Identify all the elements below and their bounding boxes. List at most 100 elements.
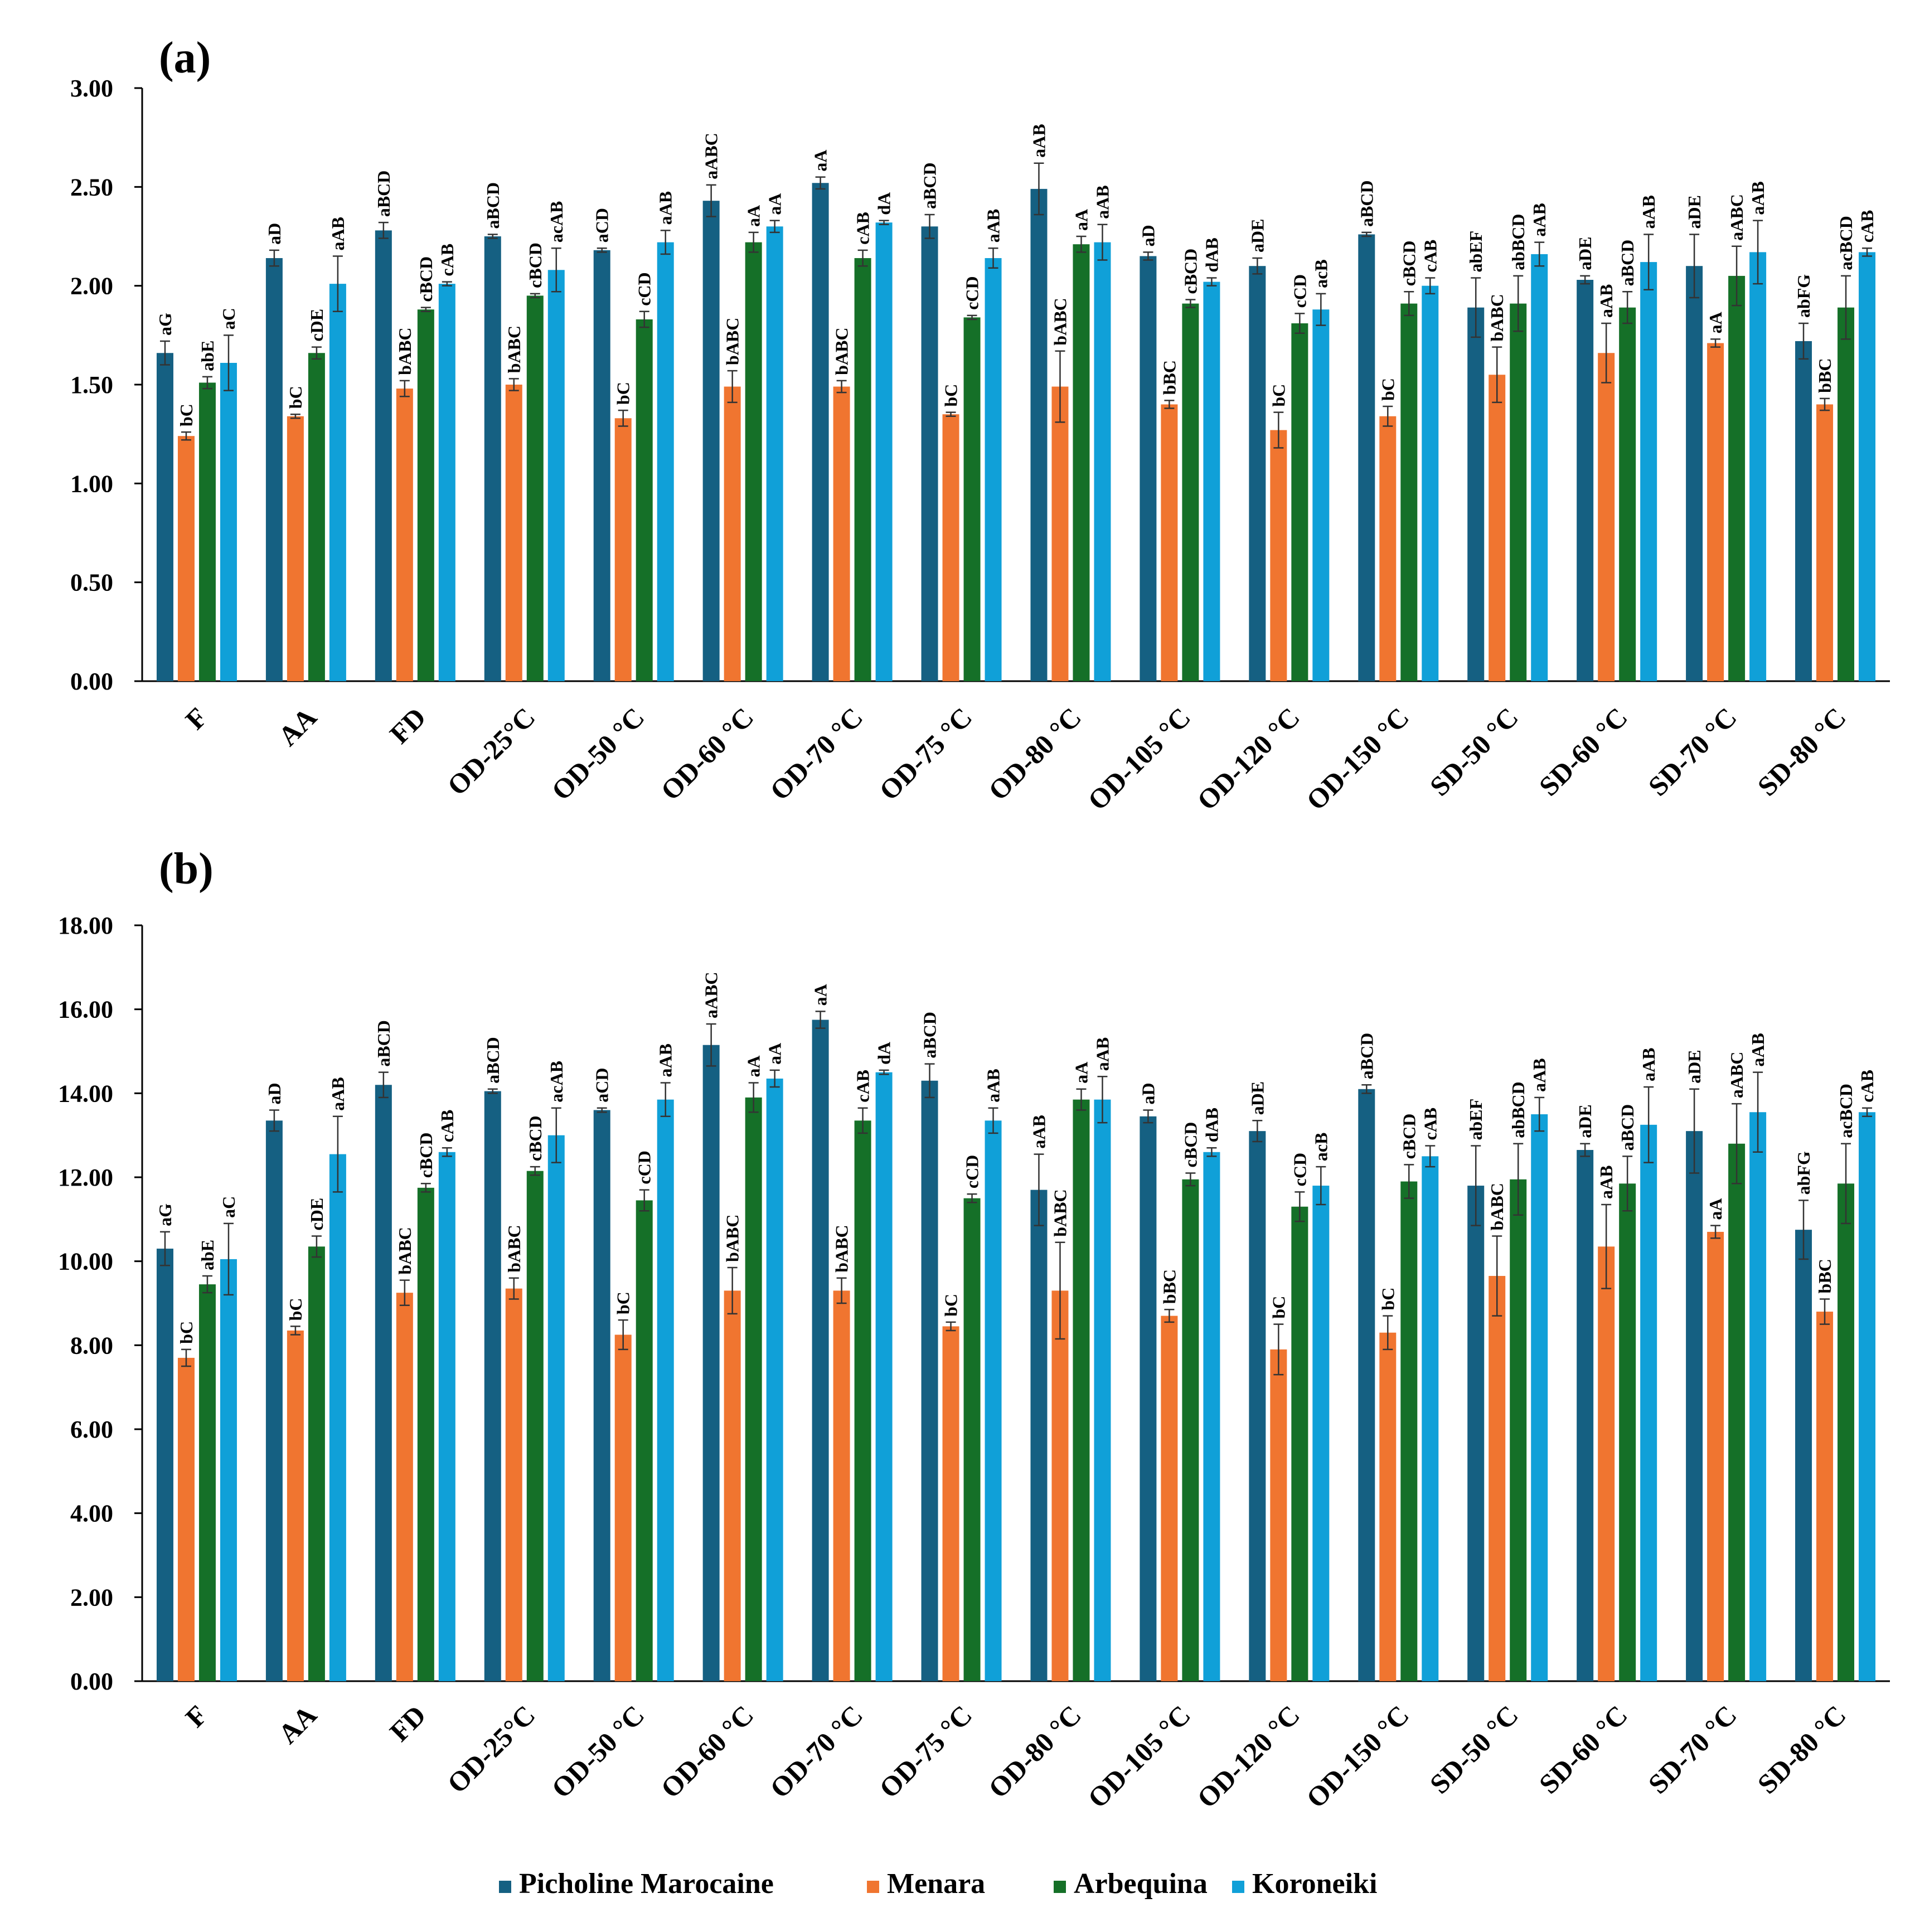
bar-picholine-marocaine (1030, 188, 1048, 681)
significance-label: dAB (1201, 1108, 1221, 1142)
significance-label: bBC (1815, 1259, 1835, 1293)
category-label: OD-120 °C (1191, 1699, 1306, 1814)
significance-label: aA (1071, 209, 1091, 231)
bar-picholine-marocaine (1577, 280, 1594, 681)
bar-picholine-marocaine (484, 236, 501, 681)
bar-arbequina (198, 1284, 216, 1681)
category-label: OD-75 °C (873, 1699, 978, 1804)
category-label: OD-105 °C (1082, 1699, 1196, 1814)
significance-label: aC (219, 308, 239, 329)
bar-picholine-marocaine (1686, 1131, 1703, 1681)
bar-picholine-marocaine (593, 1110, 610, 1681)
significance-label: aA (1705, 312, 1725, 333)
bar-koroneiki (766, 226, 783, 681)
bar-arbequina (963, 317, 981, 681)
significance-label: cAB (853, 1070, 873, 1103)
significance-label: cCD (962, 276, 982, 309)
significance-label: cAB (1420, 240, 1440, 273)
significance-label: dA (874, 192, 894, 215)
significance-label: bC (1378, 378, 1398, 401)
significance-label: bC (176, 404, 196, 426)
bar-koroneiki (1422, 285, 1439, 681)
significance-label: cCD (1289, 1153, 1310, 1186)
significance-label: cBCD (1399, 241, 1419, 287)
bar-menara (1489, 375, 1506, 681)
significance-label: aD (264, 223, 284, 245)
significance-label: aA (1705, 1198, 1725, 1220)
bar-menara (287, 1330, 304, 1681)
bar-menara (942, 414, 959, 681)
bar-arbequina (1728, 275, 1746, 681)
significance-label: cBCD (525, 1115, 545, 1161)
significance-label: aAB (656, 191, 676, 225)
chart-panel-a: (a)0.000.501.001.502.002.503.00aGbCabEaC… (70, 33, 1890, 816)
bar-menara (1816, 1312, 1834, 1681)
bar-menara (1816, 404, 1834, 681)
significance-label: cCD (962, 1155, 982, 1188)
bar-menara (1161, 404, 1178, 681)
significance-label: aBCD (1356, 180, 1376, 227)
bar-picholine-marocaine (1140, 256, 1157, 681)
bar-koroneiki (1640, 262, 1657, 681)
significance-label: aAB (1092, 185, 1112, 219)
bar-koroneiki (657, 1099, 674, 1681)
bar-menara (614, 1334, 632, 1681)
bar-koroneiki (1203, 281, 1220, 681)
significance-label: aABC (701, 972, 721, 1018)
significance-label: abE (197, 1240, 217, 1270)
significance-label: bABC (832, 328, 852, 375)
bar-koroneiki (657, 242, 674, 681)
significance-label: aAB (1748, 181, 1768, 215)
y-tick-label: 1.00 (70, 470, 113, 497)
significance-label: bABC (1487, 294, 1507, 341)
bar-menara (1598, 1246, 1615, 1681)
bar-koroneiki (1203, 1152, 1220, 1681)
bar-koroneiki (547, 1135, 565, 1681)
bar-picholine-marocaine (921, 226, 938, 681)
significance-label: cCD (1289, 274, 1310, 308)
category-label: OD-25°C (441, 1699, 541, 1799)
category-label: SD-50 °C (1424, 701, 1524, 802)
significance-label: bBC (1815, 358, 1835, 393)
bar-arbequina (1728, 1143, 1746, 1681)
significance-label: aCD (592, 1067, 612, 1102)
bar-koroneiki (329, 284, 346, 681)
significance-label: aAB (328, 1077, 348, 1110)
significance-label: cCD (634, 1151, 655, 1184)
category-label: OD-50 °C (545, 1699, 650, 1804)
category-label: OD-150 °C (1300, 1699, 1415, 1814)
bar-arbequina (1073, 1099, 1090, 1681)
bar-menara (833, 1290, 850, 1681)
bar-koroneiki (329, 1154, 346, 1681)
bar-koroneiki (1312, 309, 1330, 681)
significance-label: bC (941, 1294, 961, 1317)
significance-label: aAB (983, 209, 1003, 242)
bar-picholine-marocaine (812, 183, 829, 681)
legend-label: Menara (887, 1868, 985, 1900)
significance-label: aG (155, 313, 175, 336)
bar-arbequina (745, 242, 762, 681)
bar-arbequina (1291, 323, 1308, 681)
legend-swatch (1232, 1881, 1244, 1893)
significance-label: aBCD (920, 1012, 940, 1059)
significance-label: cAB (1857, 210, 1877, 243)
significance-label: aA (765, 1043, 785, 1065)
legend-label: Koroneiki (1252, 1868, 1377, 1900)
y-tick-label: 4.00 (70, 1500, 113, 1527)
category-label: OD-60 °C (655, 701, 759, 806)
bar-picholine-marocaine (702, 201, 720, 681)
bar-arbequina (1400, 303, 1418, 681)
significance-label: aAB (1529, 1058, 1549, 1091)
bar-arbequina (1073, 244, 1090, 682)
bar-arbequina (1838, 1183, 1855, 1681)
significance-label: aA (1071, 1062, 1091, 1084)
bar-koroneiki (985, 258, 1002, 682)
bar-menara (1707, 1231, 1724, 1681)
panel-label: (a) (159, 33, 211, 82)
significance-label: aD (1138, 225, 1158, 246)
significance-label: abFG (1793, 1151, 1814, 1195)
significance-label: aAB (1596, 284, 1616, 318)
bar-koroneiki (1531, 1114, 1548, 1681)
significance-label: aAB (1029, 1115, 1049, 1148)
